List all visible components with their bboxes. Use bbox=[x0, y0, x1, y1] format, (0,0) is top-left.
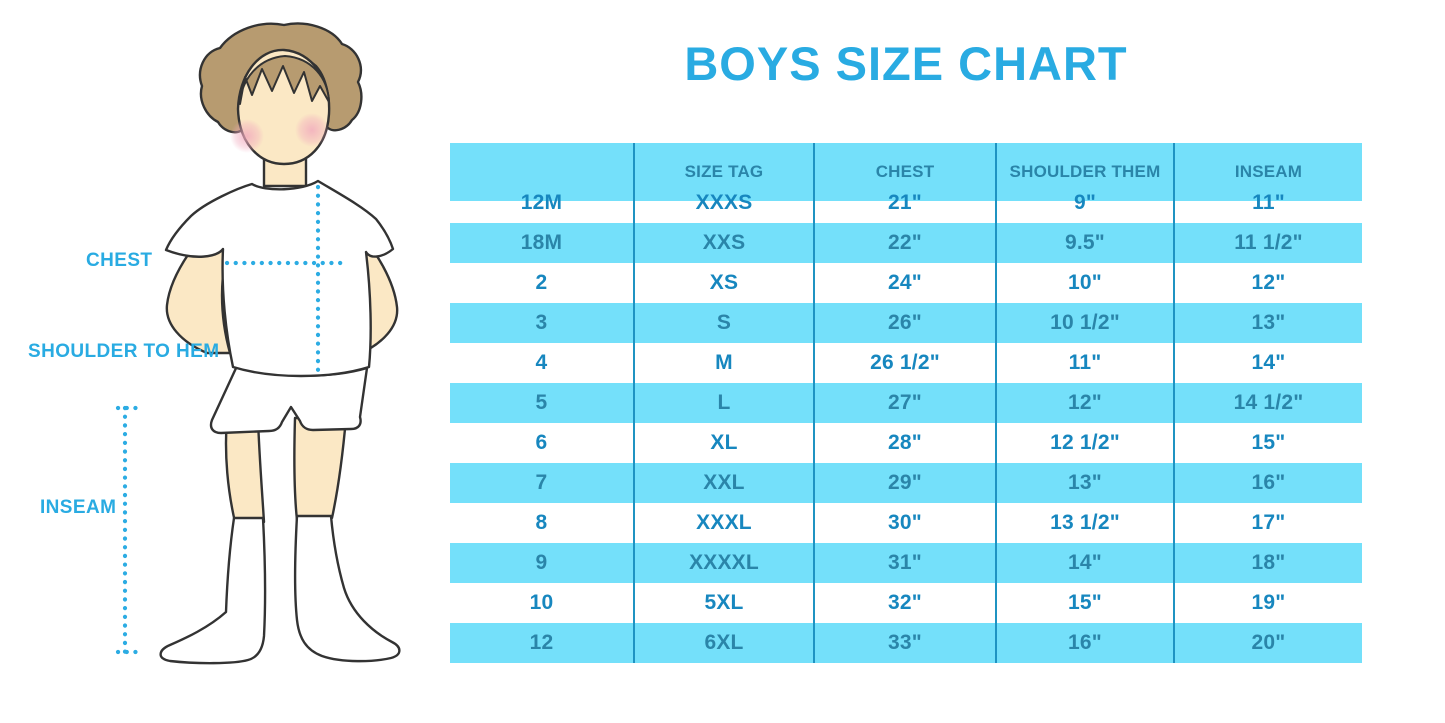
measurement-lines bbox=[115, 184, 348, 655]
shoulder-hem-cell: 9.5" bbox=[995, 223, 1173, 263]
shoulder-hem-cell: 13 1/2" bbox=[995, 503, 1173, 543]
header-cell-size bbox=[450, 143, 633, 201]
header-cell-inseam: INSEAM bbox=[1173, 143, 1362, 201]
chest-cell: 30" bbox=[813, 503, 995, 543]
shoulder-hem-cell: 10 1/2" bbox=[995, 303, 1173, 343]
size-tag-cell: XXXL bbox=[633, 503, 813, 543]
size-tag-cell: XXXS bbox=[633, 183, 813, 223]
size-tag-cell: S bbox=[633, 303, 813, 343]
inseam-cell: 14 1/2" bbox=[1173, 383, 1362, 423]
size-table: SIZE TAG CHEST SHOULDER THEM INSEAM 12M XXXS 2… bbox=[450, 143, 1362, 663]
inseam-cell: 15" bbox=[1173, 423, 1362, 463]
size-tag-cell: XXXXL bbox=[633, 543, 813, 583]
head bbox=[198, 22, 363, 166]
shoulder-hem-cell: 13" bbox=[995, 463, 1173, 503]
chest-cell: 31" bbox=[813, 543, 995, 583]
chest-cell: 26" bbox=[813, 303, 995, 343]
size-cell: 6 bbox=[535, 431, 548, 454]
chest-cell: 22" bbox=[813, 223, 995, 263]
inseam-label: INSEAM bbox=[40, 497, 117, 518]
blush-left bbox=[230, 119, 264, 153]
inseam-cell: 14" bbox=[1173, 343, 1362, 383]
size-cell: 18M bbox=[450, 223, 633, 263]
shoulder-hem-cell: 15" bbox=[995, 583, 1173, 623]
chest-cell: 27" bbox=[813, 383, 995, 423]
shoulder-hem-cell: 10" bbox=[995, 263, 1173, 303]
size-cell: 2 bbox=[535, 271, 548, 294]
chest-cell: 33" bbox=[813, 623, 995, 663]
inseam-cell: 20" bbox=[1173, 623, 1362, 663]
header-cell-chest: CHEST bbox=[813, 143, 995, 201]
socks bbox=[159, 514, 401, 665]
shoulder-hem-cell: 11" bbox=[995, 343, 1173, 383]
size-tag-cell: XL bbox=[633, 423, 813, 463]
inseam-cell: 17" bbox=[1173, 503, 1362, 543]
inseam-cell: 12" bbox=[1173, 263, 1362, 303]
size-tag-cell: 5XL bbox=[633, 583, 813, 623]
chest-cell: 32" bbox=[813, 583, 995, 623]
blush-right bbox=[295, 113, 329, 147]
boy-measurement-illustration bbox=[115, 22, 401, 665]
size-tag-cell: 6XL bbox=[633, 623, 813, 663]
header-cell-size-tag: SIZE TAG bbox=[633, 143, 813, 201]
shoulder-hem-cell: 16" bbox=[995, 623, 1173, 663]
legs bbox=[224, 416, 348, 524]
chest-cell: 29" bbox=[813, 463, 995, 503]
size-cell: 4 bbox=[535, 351, 548, 374]
shoulder-hem-cell: 12 1/2" bbox=[995, 423, 1173, 463]
size-cell: 8 bbox=[535, 511, 548, 534]
t-shirt bbox=[164, 179, 395, 378]
inseam-cell: 18" bbox=[1173, 543, 1362, 583]
inseam-cell: 19" bbox=[1173, 583, 1362, 623]
shoulder-to-hem-label: SHOULDER TO HEM bbox=[28, 341, 220, 362]
page-title: BOYS SIZE CHART bbox=[684, 37, 1128, 90]
shoulder-hem-cell: 14" bbox=[995, 543, 1173, 583]
shoulder-hem-cell: 9" bbox=[995, 183, 1173, 223]
chest-cell: 28" bbox=[813, 423, 995, 463]
chest-label: CHEST bbox=[86, 250, 153, 271]
chest-cell: 24" bbox=[813, 263, 995, 303]
size-tag-cell: XS bbox=[633, 263, 813, 303]
size-tag-cell: M bbox=[633, 343, 813, 383]
size-cell: 5 bbox=[450, 383, 633, 423]
size-cell: 7 bbox=[450, 463, 633, 503]
size-tag-cell: XXL bbox=[633, 463, 813, 503]
size-cell: 12 bbox=[450, 623, 633, 663]
inseam-cell: 11 1/2" bbox=[1173, 223, 1362, 263]
shoulder-hem-cell: 12" bbox=[995, 383, 1173, 423]
inseam-cell: 16" bbox=[1173, 463, 1362, 503]
inseam-cell: 11" bbox=[1173, 183, 1362, 223]
chest-cell: 26 1/2" bbox=[813, 343, 995, 383]
chest-cell: 21" bbox=[813, 183, 995, 223]
inseam-cell: 13" bbox=[1173, 303, 1362, 343]
size-tag-cell: L bbox=[633, 383, 813, 423]
size-tag-cell: XXS bbox=[633, 223, 813, 263]
header-cell-shoulder-hem: SHOULDER THEM bbox=[995, 143, 1173, 201]
hair-fringe bbox=[239, 55, 330, 105]
size-cell: 10 bbox=[529, 591, 554, 614]
size-cell: 12M bbox=[520, 191, 563, 214]
size-cell: 9 bbox=[450, 543, 633, 583]
size-cell: 3 bbox=[450, 303, 633, 343]
